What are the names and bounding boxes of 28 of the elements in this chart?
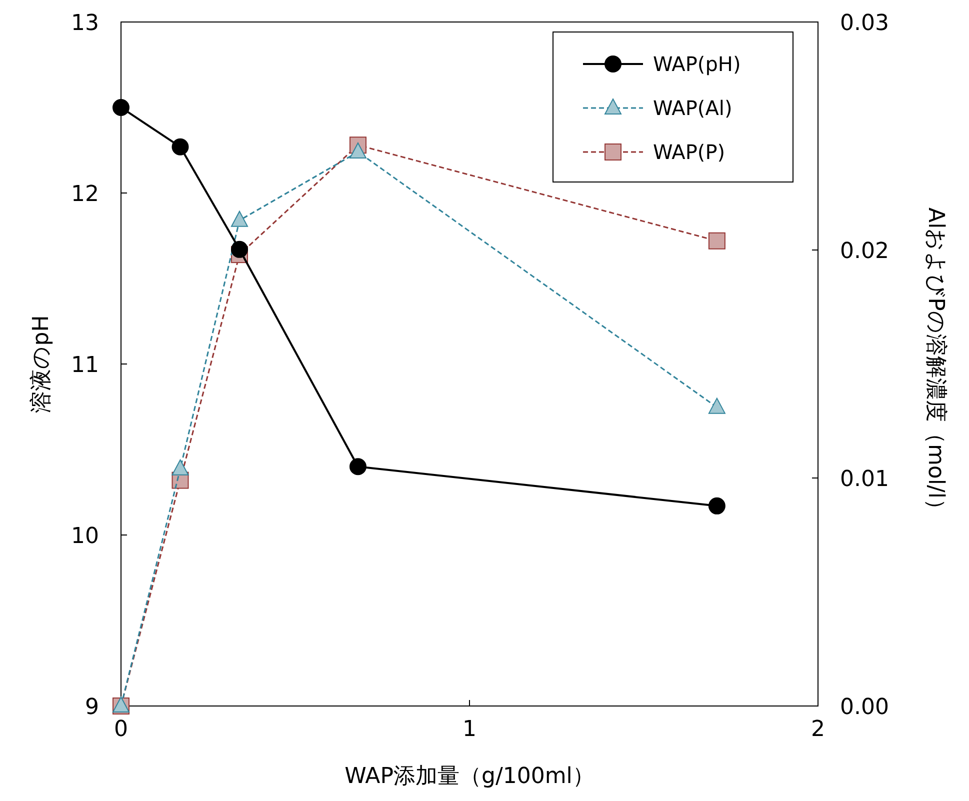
y-tick-label: 10 — [71, 524, 99, 549]
y-tick-label: 11 — [71, 353, 99, 378]
point — [708, 232, 726, 250]
y2-tick-label: 0.01 — [840, 467, 889, 492]
x-tick-label: 2 — [811, 717, 825, 742]
point — [230, 240, 248, 258]
legend-label: WAP(pH) — [653, 52, 741, 76]
y-tick-label: 9 — [85, 695, 99, 720]
y2-axis-title: AlおよびPの溶解濃度（mol/l） — [923, 208, 948, 520]
point — [708, 497, 726, 514]
x-axis-title: WAP添加量（g/100ml） — [344, 764, 594, 789]
point — [349, 142, 366, 158]
x-tick-label: 1 — [462, 717, 476, 742]
point — [349, 458, 366, 476]
point — [172, 459, 189, 476]
y-axis-title: 溶液のpH — [29, 315, 54, 413]
legend-label: WAP(P) — [653, 140, 726, 164]
point — [230, 210, 248, 227]
y2-tick-label: 0.00 — [840, 695, 889, 720]
point — [708, 398, 726, 414]
x-tick-label: 0 — [114, 717, 128, 742]
y2-tick-label: 0.03 — [840, 11, 889, 36]
y-tick-label: 13 — [71, 11, 99, 36]
point — [112, 99, 130, 116]
y-tick-label: 12 — [71, 182, 99, 207]
y2-tick-label: 0.02 — [840, 239, 889, 264]
legend-label: WAP(Al) — [653, 96, 732, 120]
point — [172, 138, 189, 156]
